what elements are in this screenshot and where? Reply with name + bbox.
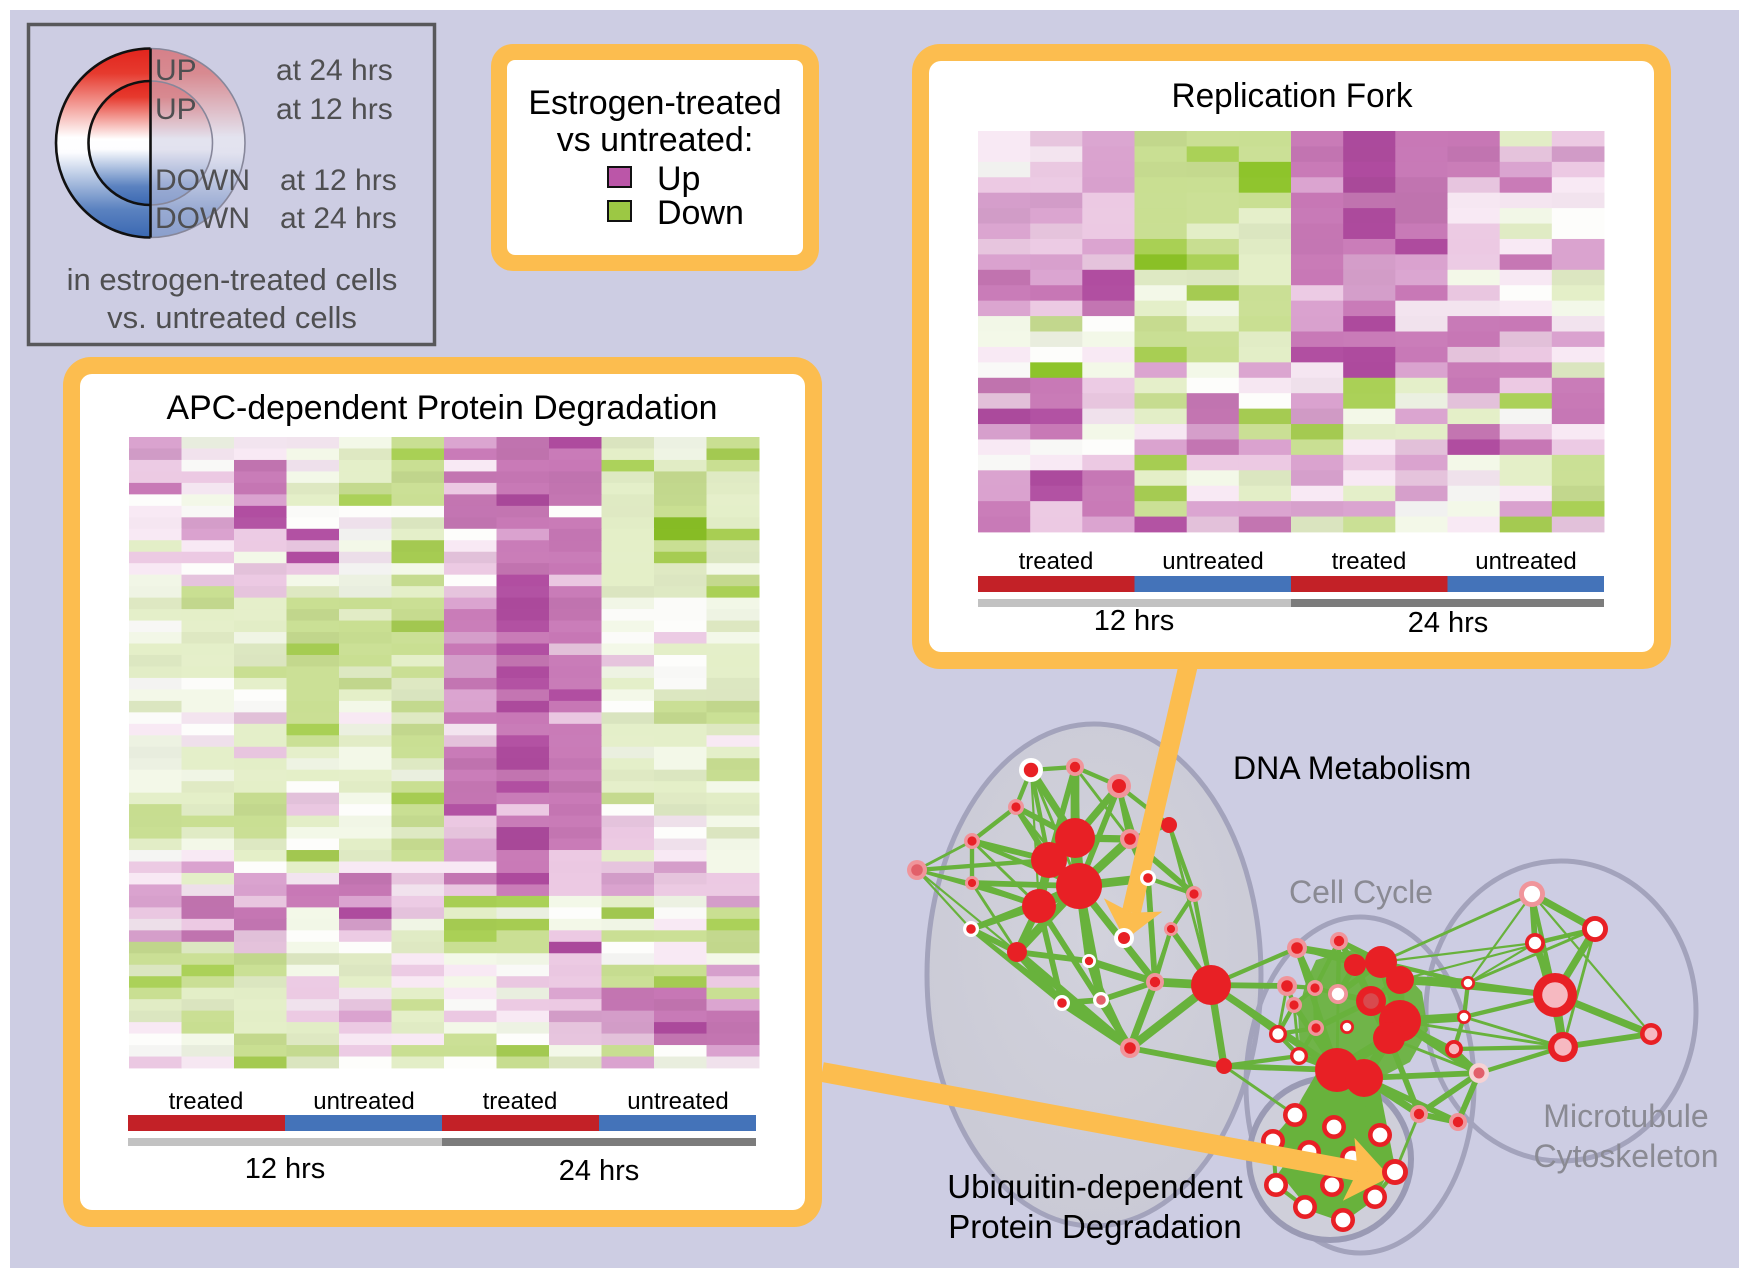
svg-text:DOWN: DOWN: [155, 164, 250, 197]
svg-text:treated: treated: [1332, 548, 1407, 575]
svg-text:Replication Fork: Replication Fork: [1172, 77, 1414, 115]
svg-text:untreated: untreated: [1162, 548, 1263, 575]
svg-text:treated: treated: [483, 1088, 558, 1115]
svg-text:at 12 hrs: at 12 hrs: [276, 93, 393, 126]
svg-text:24 hrs: 24 hrs: [1408, 607, 1489, 639]
svg-text:vs untreated:: vs untreated:: [557, 121, 754, 159]
svg-text:in estrogen-treated cells: in estrogen-treated cells: [67, 262, 398, 297]
svg-text:Ubiquitin-dependent: Ubiquitin-dependent: [947, 1168, 1242, 1205]
svg-text:Up: Up: [657, 160, 700, 198]
svg-text:treated: treated: [1019, 548, 1094, 575]
svg-text:Down: Down: [657, 194, 744, 232]
svg-text:UP: UP: [155, 93, 197, 126]
svg-text:at 12 hrs: at 12 hrs: [280, 164, 397, 197]
svg-text:24 hrs: 24 hrs: [559, 1155, 640, 1187]
svg-text:at 24 hrs: at 24 hrs: [276, 54, 393, 87]
svg-text:UP: UP: [155, 54, 197, 87]
svg-text:Cytoskeleton: Cytoskeleton: [1534, 1138, 1719, 1174]
svg-text:untreated: untreated: [1475, 548, 1576, 575]
svg-text:Cell Cycle: Cell Cycle: [1289, 874, 1433, 910]
svg-text:DOWN: DOWN: [155, 202, 250, 235]
svg-text:APC-dependent Protein Degradat: APC-dependent Protein Degradation: [167, 389, 718, 427]
svg-text:Microtubule: Microtubule: [1543, 1098, 1708, 1134]
svg-text:treated: treated: [169, 1088, 244, 1115]
svg-text:Protein Degradation: Protein Degradation: [948, 1208, 1242, 1245]
svg-text:untreated: untreated: [313, 1088, 414, 1115]
svg-text:12 hrs: 12 hrs: [1094, 605, 1175, 637]
svg-text:Estrogen-treated: Estrogen-treated: [528, 84, 781, 122]
svg-text:12 hrs: 12 hrs: [245, 1153, 326, 1185]
svg-text:untreated: untreated: [627, 1088, 728, 1115]
svg-text:vs. untreated cells: vs. untreated cells: [107, 300, 357, 335]
svg-text:DNA Metabolism: DNA Metabolism: [1233, 750, 1471, 786]
svg-text:at 24 hrs: at 24 hrs: [280, 202, 397, 235]
